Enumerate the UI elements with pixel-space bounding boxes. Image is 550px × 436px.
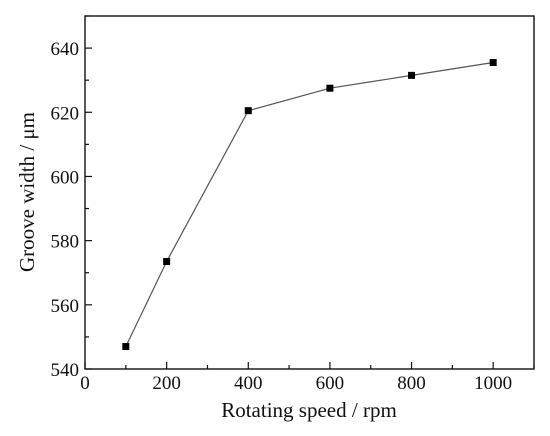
y-tick-label: 560	[51, 296, 80, 317]
x-tick-label: 600	[316, 373, 345, 394]
x-axis-ticks: 0 200 400 600 800 1000	[80, 362, 535, 394]
data-point	[163, 258, 171, 265]
plot-frame	[84, 15, 535, 370]
y-tick-label: 640	[51, 39, 80, 60]
x-tick-label: 0	[80, 373, 90, 394]
y-axis-title: Groove width / μm	[15, 112, 39, 272]
y-tick-label: 620	[51, 103, 80, 124]
x-tick-label: 200	[152, 373, 181, 394]
x-axis-title: Rotating speed / rpm	[221, 398, 397, 422]
series-line	[125, 61, 494, 347]
y-tick-label: 540	[51, 360, 80, 381]
data-point	[326, 84, 334, 92]
x-tick-label: 1000	[474, 373, 512, 394]
y-tick-label: 580	[51, 232, 80, 253]
x-tick-label: 400	[234, 373, 263, 394]
x-tick-label: 800	[397, 373, 426, 394]
y-tick-label: 600	[51, 167, 80, 188]
data-point	[408, 71, 416, 79]
y-axis-ticks: 540 560 580 600 620 640	[51, 15, 92, 381]
data-point	[122, 343, 130, 351]
data-point	[244, 107, 252, 115]
data-point	[489, 59, 497, 67]
data-points	[122, 59, 497, 351]
